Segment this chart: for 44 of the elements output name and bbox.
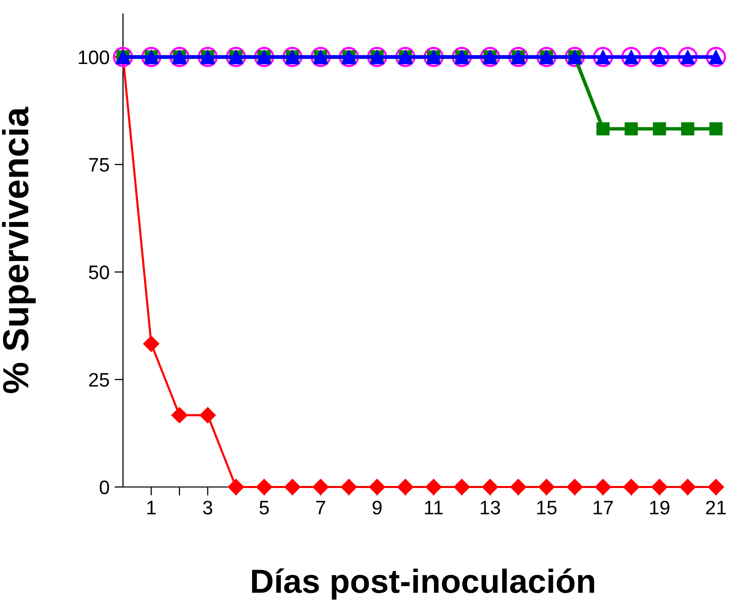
- point: [510, 478, 526, 496]
- point: [284, 478, 301, 496]
- y-tick-label: 100: [78, 50, 110, 64]
- point: [171, 406, 188, 424]
- point: [566, 478, 583, 496]
- point: [143, 336, 160, 352]
- point: [312, 478, 329, 496]
- point: [623, 478, 640, 496]
- x-tick-label: 17: [594, 500, 613, 514]
- x-tick-label: 13: [480, 500, 500, 514]
- point: [651, 478, 668, 496]
- point: [594, 478, 612, 496]
- point: [228, 478, 244, 496]
- point: [709, 122, 723, 136]
- x-tick-label: 21: [706, 500, 726, 514]
- point: [708, 478, 724, 496]
- point: [340, 478, 358, 496]
- point: [425, 478, 442, 496]
- y-tick-label: 75: [89, 158, 109, 172]
- y-tick-label: 0: [100, 480, 110, 494]
- x-tick-label: 1: [147, 500, 156, 514]
- point: [200, 406, 216, 424]
- y-tick-label: 50: [88, 265, 110, 280]
- x-tick-label: 15: [537, 500, 557, 514]
- point: [596, 122, 610, 136]
- y-axis-title: % Supervivencia: [2, 106, 36, 394]
- point: [652, 122, 666, 136]
- point: [454, 478, 470, 496]
- x-tick-label: 19: [650, 500, 670, 514]
- point: [482, 478, 498, 496]
- y-tick-label: 25: [89, 372, 109, 387]
- point: [368, 478, 386, 496]
- x-tick-label: 9: [372, 500, 382, 514]
- point: [624, 122, 638, 136]
- point: [397, 478, 414, 496]
- x-tick-label: 11: [424, 500, 443, 514]
- x-tick-label: 3: [203, 500, 212, 514]
- point: [680, 478, 696, 496]
- point: [681, 122, 694, 136]
- x-axis-title: Días post-inoculación: [252, 568, 594, 600]
- point: [538, 478, 555, 496]
- point: [256, 478, 272, 496]
- x-tick-label: 7: [316, 500, 326, 514]
- x-tick-label: 5: [260, 500, 269, 514]
